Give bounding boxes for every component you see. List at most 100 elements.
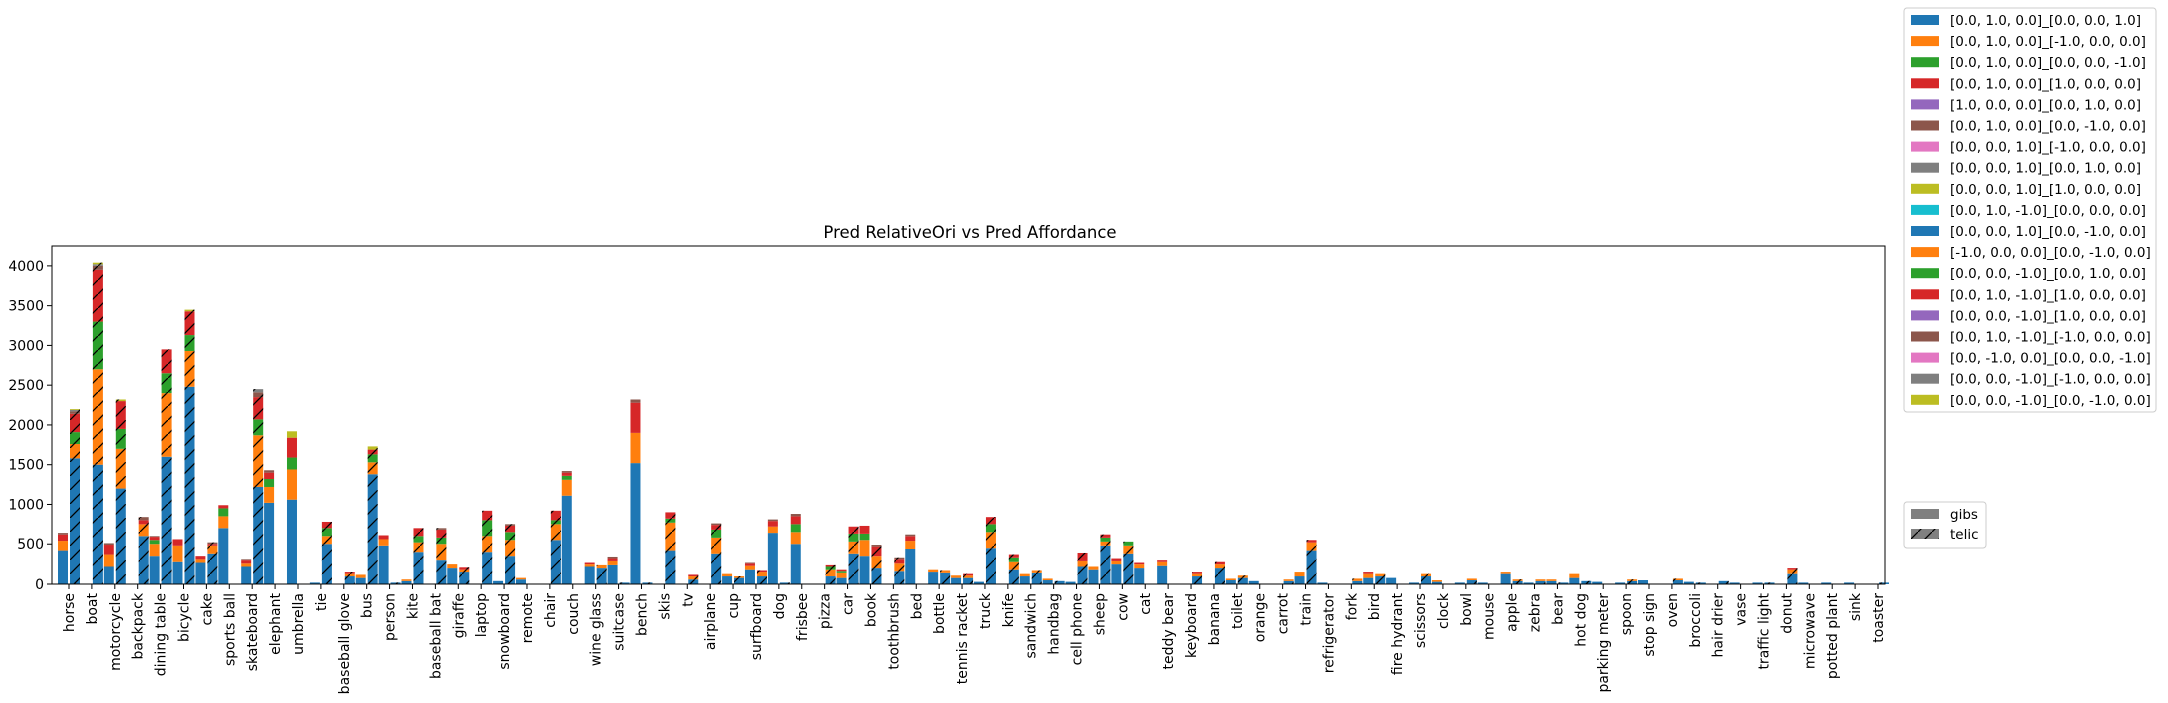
legend-swatch bbox=[1911, 183, 1939, 194]
x-tick-label: laptop bbox=[474, 593, 490, 637]
x-tick-label: tennis racket bbox=[955, 592, 971, 684]
bar-frisbee-gibs-s2 bbox=[790, 524, 801, 533]
bar-hatch-tv-s1 bbox=[688, 576, 699, 580]
legend-label: [0.0, 0.0, -1.0]_[0.0, -1.0, 0.0] bbox=[1950, 393, 2151, 409]
bar-hatch-bicycle-s1 bbox=[184, 350, 195, 387]
bar-cake-gibs-s0 bbox=[195, 562, 206, 584]
bar-frisbee-gibs-s5 bbox=[790, 514, 801, 517]
legend-label: [1.0, 0.0, 0.0]_[0.0, 1.0, 0.0] bbox=[1950, 97, 2141, 113]
bar-kite-gibs-s0 bbox=[401, 580, 412, 584]
bar-bed-gibs-s1 bbox=[905, 541, 916, 550]
bar-hatch-giraffe-s1 bbox=[459, 569, 470, 573]
bar-hatch-toothbrush-s5 bbox=[894, 557, 905, 560]
bar-umbrella-gibs-s1 bbox=[286, 469, 297, 500]
x-tick-label: carrot bbox=[1276, 592, 1292, 634]
bar-hatch-cake-s5 bbox=[207, 542, 218, 545]
bar-hatch-tie-s2 bbox=[321, 528, 332, 537]
bar-hatch-keyboard-s3 bbox=[1192, 572, 1203, 574]
x-tick-label: knife bbox=[1001, 593, 1017, 627]
bar-suitcase-gibs-s1 bbox=[607, 560, 618, 565]
bar-hatch-carrot-s0 bbox=[1283, 580, 1294, 584]
bar-hatch-skateboard-s5 bbox=[253, 392, 264, 398]
bar-hatch-bird-s0 bbox=[1375, 576, 1386, 584]
x-tick-label: apple bbox=[1505, 593, 1521, 632]
bar-hatch-cup-s1 bbox=[734, 576, 745, 578]
bar-frisbee-gibs-s0 bbox=[790, 544, 801, 584]
bar-bed-gibs-s5 bbox=[905, 534, 916, 537]
bar-hatch-kite-s2 bbox=[413, 536, 424, 543]
bar-elephant-gibs-s5 bbox=[264, 470, 275, 473]
x-tick-label: surfboard bbox=[749, 593, 765, 660]
legend-label: [0.0, 0.0, -1.0]_[-1.0, 0.0, 0.0] bbox=[1950, 372, 2151, 388]
bar-hatch-cow-s1 bbox=[1123, 545, 1134, 554]
bar-motorcycle-gibs-s5 bbox=[103, 543, 114, 546]
x-tick-label: microwave bbox=[1802, 593, 1818, 669]
bar-hatch-cow-s2 bbox=[1123, 541, 1134, 546]
bar-hatch-knife-s1 bbox=[1008, 561, 1019, 570]
bar-bed-gibs-s0 bbox=[905, 549, 916, 584]
x-tick-label: car bbox=[841, 593, 857, 615]
bar-hatch-boat-s5 bbox=[92, 265, 103, 270]
bar-cat-gibs-s1 bbox=[1134, 564, 1145, 569]
bar-hatch-book-s3 bbox=[871, 546, 882, 557]
bar-bird-gibs-s3 bbox=[1363, 572, 1374, 574]
bar-traffic-light-gibs-s0 bbox=[1752, 582, 1763, 584]
bar-hatch-skateboard-s2 bbox=[253, 419, 264, 436]
bar-hatch-airplane-s3 bbox=[711, 525, 722, 530]
x-tick-label: cake bbox=[199, 593, 215, 626]
bar-hatch-hair-drier-s0 bbox=[1718, 580, 1729, 584]
bar-dining-table-gibs-s0 bbox=[149, 556, 160, 584]
bar-hatch-spoon-s0 bbox=[1627, 580, 1638, 584]
bar-teddy-bear-gibs-s0 bbox=[1157, 565, 1168, 584]
bar-hatch-bicycle-s2 bbox=[184, 335, 195, 351]
bar-potted-plant-gibs-s0 bbox=[1821, 582, 1832, 584]
bar-fire-hydrant-gibs-s0 bbox=[1386, 577, 1397, 584]
bar-hatch-cell-phone-s3 bbox=[1077, 552, 1088, 561]
bar-apple-gibs-s0 bbox=[1500, 573, 1511, 584]
legend-label: [0.0, 0.0, -1.0]_[0.0, 1.0, 0.0] bbox=[1950, 266, 2146, 282]
bar-book-gibs-s2 bbox=[859, 533, 870, 541]
y-tick-label: 1500 bbox=[8, 458, 44, 474]
x-tick-label: cell phone bbox=[1070, 593, 1086, 665]
x-tick-label: fork bbox=[1344, 592, 1360, 620]
x-tick-label: bird bbox=[1367, 593, 1383, 620]
bar-train-gibs-s0 bbox=[1294, 576, 1305, 584]
bar-toilet-gibs-s0 bbox=[1225, 580, 1236, 584]
bar-skateboard-gibs-s0 bbox=[241, 566, 252, 584]
y-axis: 0 500 1000 1500 2000 2500 3000 3500 4000 bbox=[8, 259, 52, 593]
x-tick-label: cup bbox=[726, 593, 742, 619]
x-tick-label: sheep bbox=[1092, 593, 1108, 635]
bar-apple-gibs-s1 bbox=[1500, 572, 1511, 574]
x-tick-label: stop sign bbox=[1642, 593, 1658, 657]
bar-hatch-boat-s2 bbox=[92, 321, 103, 370]
x-tick-label: book bbox=[863, 592, 879, 627]
bar-sports-ball-gibs-s0 bbox=[218, 528, 229, 584]
x-tick-label: orange bbox=[1253, 593, 1269, 642]
bar-hatch-cake-s0 bbox=[207, 553, 218, 584]
x-tick-label: pizza bbox=[818, 593, 834, 629]
bar-hatch-knife-s0 bbox=[1008, 569, 1019, 584]
bar-motorcycle-gibs-s1 bbox=[103, 554, 114, 567]
bar-bottle-gibs-s1 bbox=[928, 569, 939, 573]
bar-hatch-dining-table-s1 bbox=[161, 393, 172, 457]
bar-car-gibs-s2 bbox=[836, 571, 847, 573]
bar-hatch-laptop-s1 bbox=[482, 536, 493, 553]
x-tick-label: umbrella bbox=[291, 593, 307, 655]
legend-swatch bbox=[1911, 226, 1939, 236]
bar-hatch-boat-s7 bbox=[92, 264, 103, 266]
x-tick-label: teddy bear bbox=[1161, 593, 1177, 670]
bar-kite-gibs-s1 bbox=[401, 579, 412, 581]
y-tick-label: 500 bbox=[17, 537, 44, 553]
bar-hatch-skateboard-s1 bbox=[253, 435, 264, 487]
bar-hatch-dining-table-s0 bbox=[161, 456, 172, 584]
x-tick-label: couch bbox=[566, 593, 582, 635]
legend-swatch bbox=[1911, 268, 1939, 279]
bar-surfboard-gibs-s5 bbox=[744, 562, 755, 564]
legend-label: [0.0, 1.0, 0.0]_[0.0, 0.0, 1.0] bbox=[1950, 13, 2141, 29]
bar-person-gibs-s3 bbox=[378, 535, 389, 540]
y-tick-label: 4000 bbox=[8, 259, 44, 275]
bar-hatch-suitcase-s0 bbox=[619, 582, 630, 584]
bar-remote-gibs-s1 bbox=[515, 577, 526, 580]
bar-hatch-horse-s7 bbox=[70, 409, 80, 412]
bar-hatch-car-s0 bbox=[848, 553, 859, 584]
